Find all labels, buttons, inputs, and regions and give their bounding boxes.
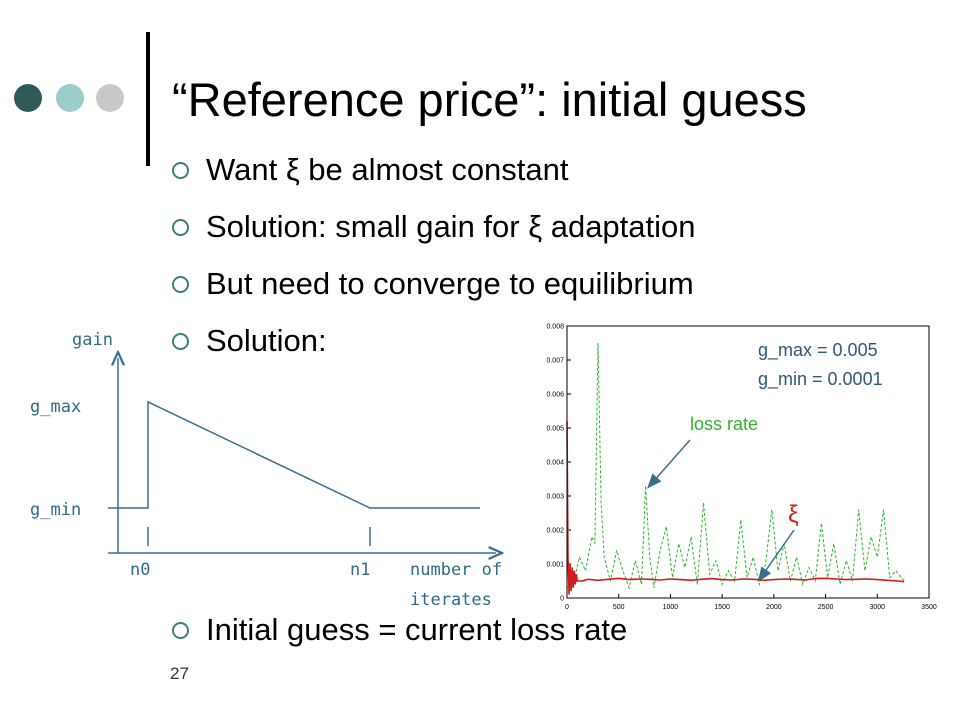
y-tick-label: 0.004 [546, 460, 564, 467]
x-tick-label: 2000 [766, 604, 782, 611]
bullet-marker-icon [172, 276, 189, 293]
x-axis-label-line2: iterates [410, 590, 492, 610]
g-min-label: g_min [30, 500, 81, 520]
gain-axis-label: gain [72, 330, 113, 350]
page-number: 27 [170, 664, 189, 683]
loss-rate-annotation: loss rate [690, 414, 758, 434]
x-tick-label: 0 [565, 604, 569, 611]
xi-annotation: ξ [788, 501, 799, 528]
x-axis-label-line1: number of [410, 560, 502, 580]
bullet-text: But need to converge to equilibrium [206, 266, 694, 301]
params-gmin-text: g_min = 0.0001 [758, 369, 883, 390]
y-tick-label: 0 [560, 596, 564, 603]
dark-teal-dot [14, 84, 42, 112]
plot-ticks: 0 500 1000 1500 2000 2500 3000 3500 0 0.001 0.002 0… [546, 324, 936, 612]
y-tick-label: 0.007 [546, 358, 564, 365]
gain-curve [108, 400, 480, 509]
bullet-text: Want ξ be almost constant [206, 152, 569, 187]
y-tick-label: 0.006 [546, 392, 564, 399]
x-tick-label: 3500 [921, 604, 937, 611]
g-max-label: g_max [30, 397, 81, 417]
bullet-marker-icon [172, 162, 189, 179]
bullet-marker-icon [172, 219, 189, 236]
x-tick-label: 1500 [714, 604, 730, 611]
loss-rate-series-line [566, 342, 905, 590]
xi-series-line [566, 421, 905, 595]
plot-series [566, 342, 905, 595]
xi-arrow [757, 529, 795, 583]
x-tick-label: 3000 [869, 604, 885, 611]
n0-label: n0 [130, 560, 150, 580]
y-tick-label: 0.005 [546, 426, 564, 433]
params-gmax-text: g_max = 0.005 [758, 340, 878, 361]
gray-dot [96, 84, 124, 112]
plot-frame [566, 325, 930, 599]
bullet-text: Initial guess = current loss rate [206, 612, 628, 647]
x-tick-label: 500 [613, 604, 625, 611]
title-divider [146, 32, 150, 166]
bullet-marker-icon [172, 622, 189, 639]
y-tick-label: 0.001 [546, 562, 564, 569]
bullet-text: Solution: [206, 323, 327, 358]
y-tick-label: 0.008 [546, 324, 564, 331]
bullet-marker-icon [172, 333, 189, 350]
slide-title: “Reference price”: initial guess [172, 73, 807, 126]
x-tick-label: 1000 [663, 604, 679, 611]
n1-label: n1 [350, 560, 370, 580]
x-tick-label: 2500 [818, 604, 834, 611]
light-teal-dot [56, 84, 84, 112]
y-tick-label: 0.002 [546, 528, 564, 535]
y-tick-label: 0.003 [546, 494, 564, 501]
loss-rate-arrow [647, 439, 691, 489]
bullet-text: Solution: small gain for ξ adaptation [206, 209, 696, 244]
